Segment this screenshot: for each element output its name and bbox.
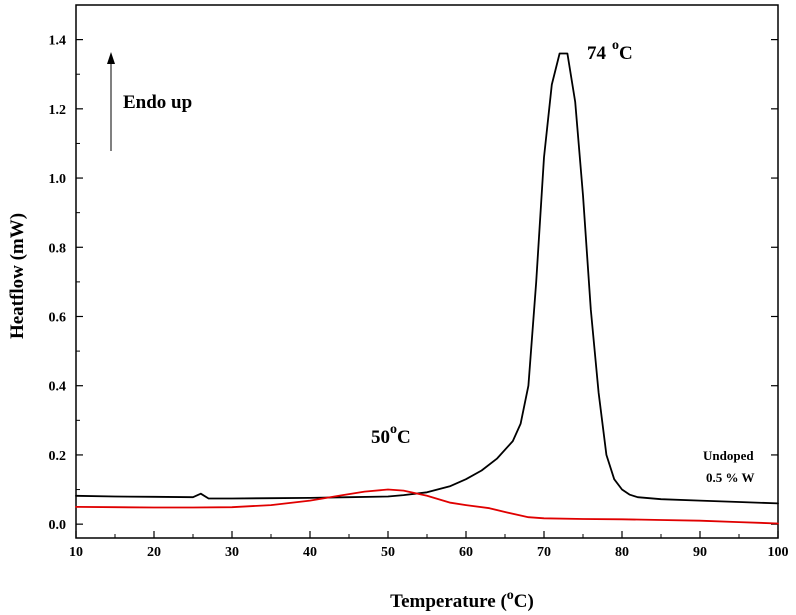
undoped-curve-label: Undoped [703, 448, 754, 463]
x-tick-label: 60 [459, 545, 473, 560]
peak-50-label: 50oC [371, 422, 411, 448]
x-tick-label: 40 [303, 545, 317, 560]
plot-area-frame [75, 4, 779, 539]
doped-curve-label: 0.5 % W [706, 470, 755, 485]
y-axis-label: Heatflow (mW) [7, 213, 28, 339]
y-tick-label: 1.4 [49, 34, 67, 49]
y-tick-label: 0.4 [49, 380, 67, 395]
y-tick-label: 1.0 [49, 172, 67, 187]
x-tick-label: 100 [768, 545, 789, 560]
peak-74-label: 74 oC [587, 38, 633, 64]
y-tick-label: 0.2 [49, 449, 67, 464]
endo-up-label: Endo up [123, 92, 192, 113]
x-tick-label: 30 [225, 545, 239, 560]
x-tick-label: 80 [615, 545, 629, 560]
x-tick-label: 50 [381, 545, 395, 560]
x-tick-label: 20 [147, 545, 161, 560]
y-tick-label: 0.8 [49, 241, 67, 256]
x-axis-label: Temperature (oC) [390, 588, 534, 612]
axis-tick-labels: 10 20 30 40 50 60 70 80 90 100 0.0 0.2 0.4 0.6 0.8 1.0 1… [49, 34, 789, 560]
series-line-undoped [75, 52, 779, 505]
x-tick-label: 10 [69, 545, 83, 560]
y-tick-label: 0.6 [49, 310, 67, 325]
endo-arrow-head-icon [107, 52, 115, 64]
series-layer [75, 52, 779, 525]
series-line-doped [75, 488, 779, 525]
y-tick-label: 1.2 [49, 103, 67, 118]
x-tick-label: 70 [537, 545, 551, 560]
axis-ticks [75, 39, 779, 538]
y-tick-label: 0.0 [49, 518, 67, 533]
x-tick-label: 90 [693, 545, 707, 560]
endo-up-annotation: Endo up [107, 52, 192, 151]
